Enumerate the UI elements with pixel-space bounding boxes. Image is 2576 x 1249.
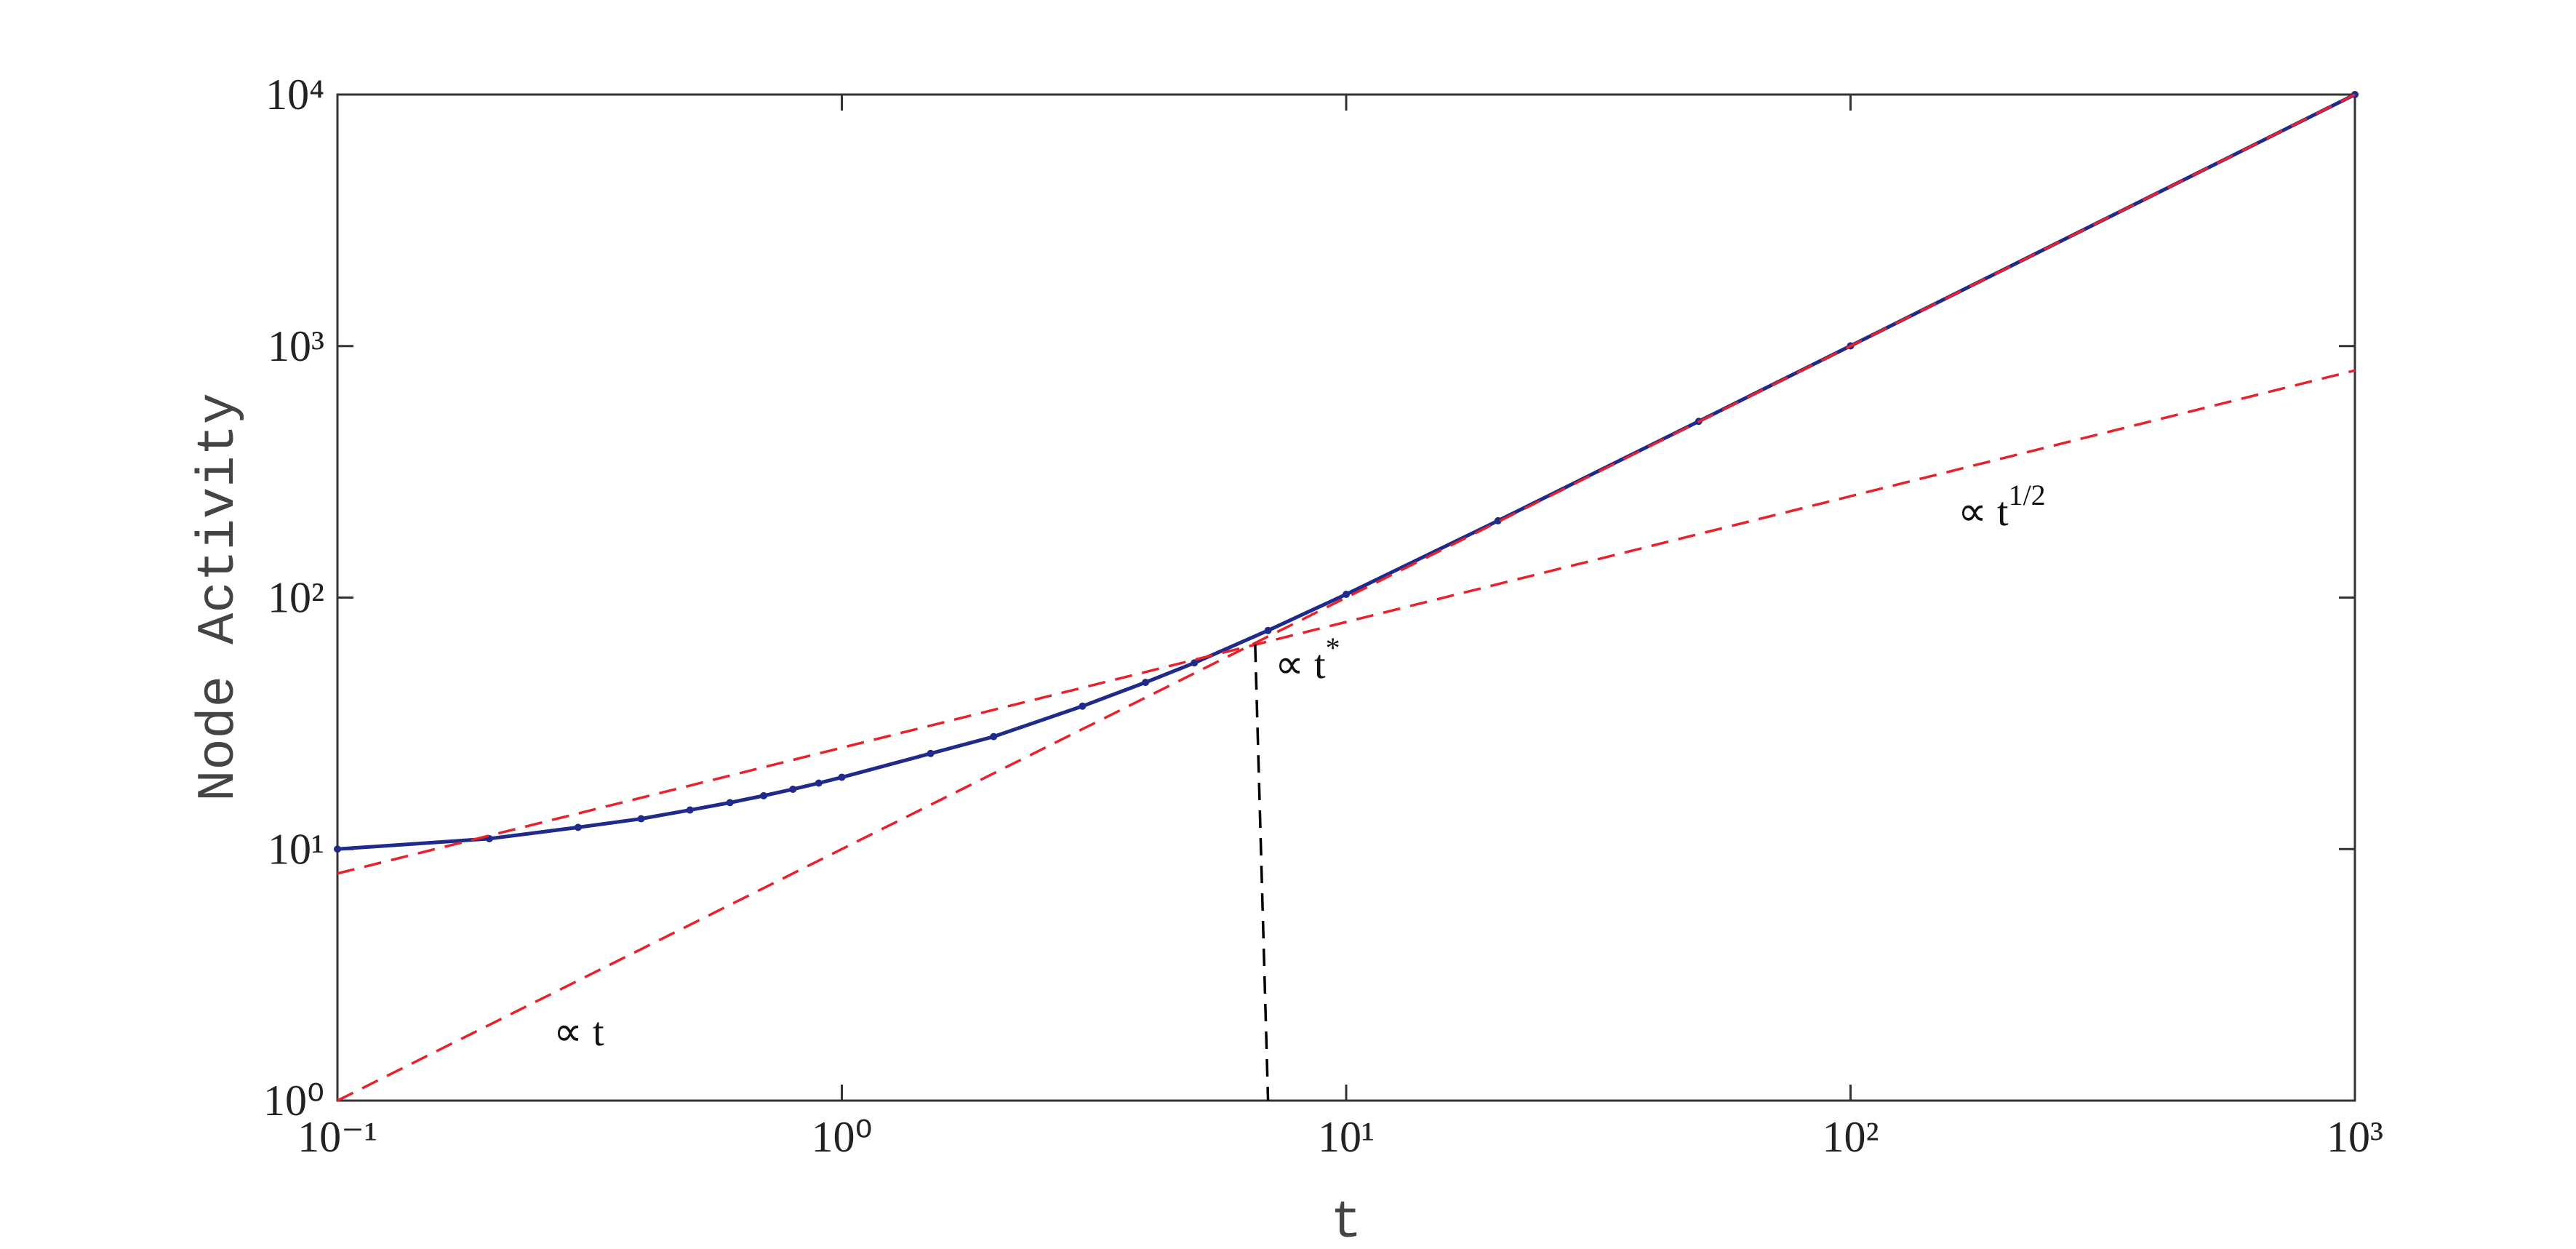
series-line	[337, 369, 2356, 875]
annotation: ∝ t	[553, 1010, 604, 1055]
series-point	[789, 785, 797, 793]
series-point	[1191, 659, 1199, 667]
y-tick-label: 10⁴	[265, 71, 324, 119]
series-point	[1079, 702, 1087, 710]
annotation-text: ∝ t	[1958, 490, 2009, 535]
y-axis-label: Node Activity	[189, 393, 249, 802]
series-point	[726, 799, 734, 807]
series-line	[1254, 645, 1270, 1101]
annotation: ∝ t1/2	[1958, 479, 2046, 535]
y-tick-label: 10²	[268, 574, 324, 622]
x-tick-label: 10⁰	[811, 1113, 872, 1161]
y-tick-label: 10¹	[268, 825, 324, 873]
series-point	[334, 845, 341, 853]
series-point	[686, 806, 694, 814]
series-point	[990, 733, 998, 741]
annotation-sup: 1/2	[2009, 479, 2046, 511]
y-tick-label: 10⁰	[263, 1077, 324, 1125]
annotation: ∝ t*	[1275, 631, 1340, 687]
series-point	[1494, 516, 1502, 524]
series-line	[337, 93, 2356, 1102]
series-point	[574, 823, 582, 831]
series-point	[1142, 679, 1150, 687]
series-point	[815, 779, 823, 787]
x-tick-label: 10²	[1823, 1113, 1879, 1161]
series-point	[1264, 626, 1272, 634]
x-tick-label: 10¹	[1318, 1113, 1375, 1161]
annotation-text: ∝ t	[553, 1010, 604, 1055]
x-tick-label: 10⁻¹	[297, 1113, 377, 1161]
x-axis-label: t	[1330, 1193, 1361, 1249]
y-tick-label: 10³	[268, 322, 324, 370]
series-line	[337, 92, 2356, 851]
series-point	[1343, 591, 1350, 599]
x-tick-label: 10³	[2327, 1113, 2383, 1161]
series-point	[838, 773, 846, 781]
annotation-text: ∝ t	[1275, 642, 1326, 687]
series-point	[637, 815, 645, 823]
annotation-sup: *	[1326, 631, 1340, 664]
series-point	[760, 791, 768, 799]
series-point	[927, 749, 935, 757]
